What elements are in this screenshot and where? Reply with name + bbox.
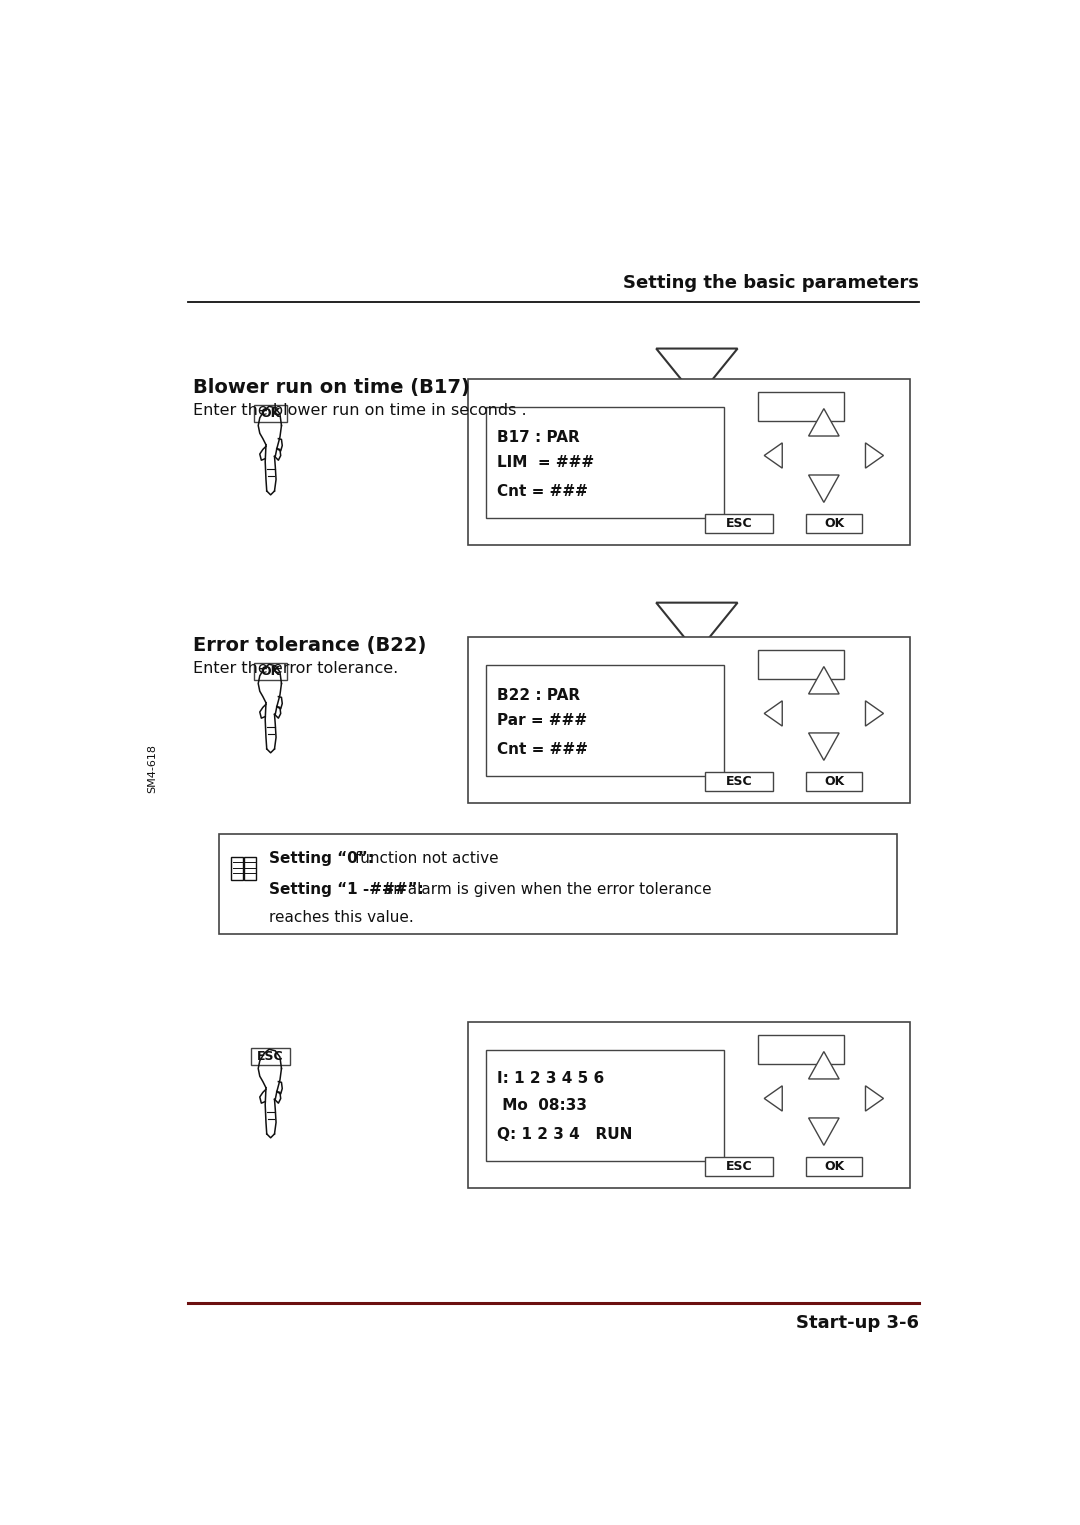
Polygon shape [865, 442, 883, 468]
Polygon shape [809, 666, 839, 694]
Text: Setting “1 -###”:: Setting “1 -###”: [269, 881, 423, 897]
FancyBboxPatch shape [244, 857, 256, 880]
Text: OK: OK [824, 1161, 845, 1173]
Polygon shape [657, 349, 738, 398]
FancyBboxPatch shape [757, 650, 843, 679]
Text: Enter the blower run on time in seconds .: Enter the blower run on time in seconds … [193, 403, 527, 418]
Text: OK: OK [260, 407, 281, 419]
Text: Error tolerance (B22): Error tolerance (B22) [193, 636, 427, 654]
FancyBboxPatch shape [757, 392, 843, 421]
Text: B22 : PAR: B22 : PAR [497, 688, 580, 703]
Text: Blower run on time (B17): Blower run on time (B17) [193, 378, 470, 396]
FancyBboxPatch shape [231, 857, 243, 880]
Text: Mo  08:33: Mo 08:33 [497, 1098, 586, 1113]
Text: Enter the error tolerance.: Enter the error tolerance. [193, 660, 399, 676]
FancyBboxPatch shape [486, 665, 725, 776]
Polygon shape [765, 1086, 782, 1112]
Text: Setting “0”:: Setting “0”: [269, 851, 374, 866]
Text: SM4-618: SM4-618 [147, 744, 157, 793]
Text: Cnt = ###: Cnt = ### [497, 743, 588, 758]
Text: B17 : PAR: B17 : PAR [497, 430, 580, 445]
Polygon shape [865, 702, 883, 726]
Polygon shape [809, 1118, 839, 1145]
Text: OK: OK [824, 517, 845, 531]
Polygon shape [809, 734, 839, 761]
Text: ESC: ESC [726, 775, 752, 788]
FancyBboxPatch shape [806, 514, 862, 534]
Polygon shape [809, 1052, 839, 1080]
FancyBboxPatch shape [486, 407, 725, 518]
Polygon shape [809, 474, 839, 502]
Text: function not active: function not active [350, 851, 499, 866]
Polygon shape [865, 1086, 883, 1112]
Text: ESC: ESC [726, 1161, 752, 1173]
Polygon shape [809, 409, 839, 436]
Polygon shape [657, 602, 738, 653]
FancyBboxPatch shape [704, 772, 773, 791]
FancyBboxPatch shape [806, 772, 862, 791]
FancyBboxPatch shape [252, 1048, 291, 1064]
Text: Par = ###: Par = ### [497, 714, 586, 729]
Text: OK: OK [824, 775, 845, 788]
Text: OK: OK [260, 665, 281, 677]
FancyBboxPatch shape [255, 663, 287, 680]
FancyBboxPatch shape [757, 1035, 843, 1064]
Text: Q: 1 2 3 4   RUN: Q: 1 2 3 4 RUN [497, 1127, 632, 1142]
Text: Start-up 3-6: Start-up 3-6 [796, 1313, 919, 1331]
FancyBboxPatch shape [255, 404, 287, 422]
Text: LIM  = ###: LIM = ### [497, 456, 594, 470]
Text: reaches this value.: reaches this value. [269, 910, 414, 926]
FancyBboxPatch shape [704, 1157, 773, 1176]
FancyBboxPatch shape [704, 514, 773, 534]
FancyBboxPatch shape [469, 637, 910, 802]
FancyBboxPatch shape [486, 1051, 725, 1162]
Text: an alarm is given when the error tolerance: an alarm is given when the error toleran… [379, 881, 712, 897]
FancyBboxPatch shape [469, 380, 910, 544]
Polygon shape [765, 702, 782, 726]
Text: I: 1 2 3 4 5 6: I: 1 2 3 4 5 6 [497, 1071, 604, 1086]
Polygon shape [765, 442, 782, 468]
Text: Setting the basic parameters: Setting the basic parameters [623, 274, 919, 293]
FancyBboxPatch shape [218, 834, 896, 933]
FancyBboxPatch shape [806, 1157, 862, 1176]
FancyBboxPatch shape [469, 1022, 910, 1188]
Text: ESC: ESC [257, 1049, 284, 1063]
Text: ESC: ESC [726, 517, 752, 531]
Text: Cnt = ###: Cnt = ### [497, 485, 588, 499]
